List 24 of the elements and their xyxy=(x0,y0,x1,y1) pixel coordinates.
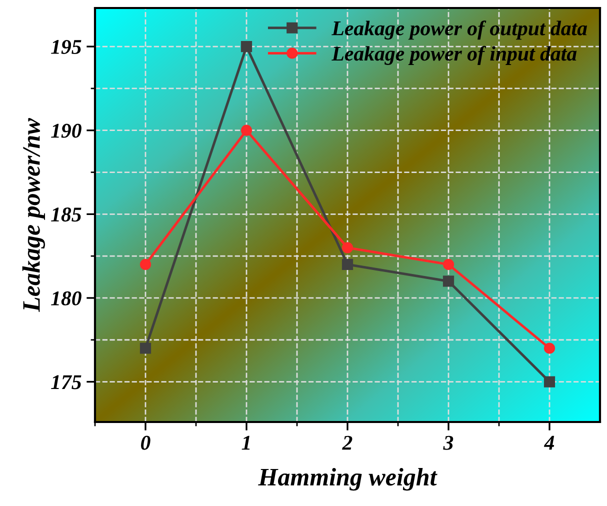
point xyxy=(240,124,252,136)
x-tick-label: 0 xyxy=(141,436,150,450)
point xyxy=(342,258,354,270)
x-tick-label: 1 xyxy=(242,436,250,450)
point xyxy=(442,258,454,270)
x-axis-title: Hamming weight xyxy=(258,468,438,491)
y-tick-label: 175 xyxy=(51,375,82,390)
legend-label: Leakage power of input data xyxy=(332,46,577,65)
point xyxy=(240,40,252,52)
point xyxy=(342,242,354,254)
y-tick-label: 190 xyxy=(51,124,82,138)
point xyxy=(140,342,152,354)
x-tick-label: 3 xyxy=(443,436,454,450)
y-tick-label: 195 xyxy=(51,40,82,54)
y-tick-label: 180 xyxy=(51,291,82,306)
legend-label: Leakage power of output data xyxy=(332,20,587,40)
y-axis-title: Leakage power/nw xyxy=(22,118,45,312)
point xyxy=(140,258,152,270)
x-tick-label: 2 xyxy=(342,436,352,450)
x-tick-label: 4 xyxy=(544,436,554,450)
point xyxy=(544,342,556,354)
y-tick-label: 185 xyxy=(51,208,82,222)
point xyxy=(442,276,454,287)
point xyxy=(544,376,556,388)
